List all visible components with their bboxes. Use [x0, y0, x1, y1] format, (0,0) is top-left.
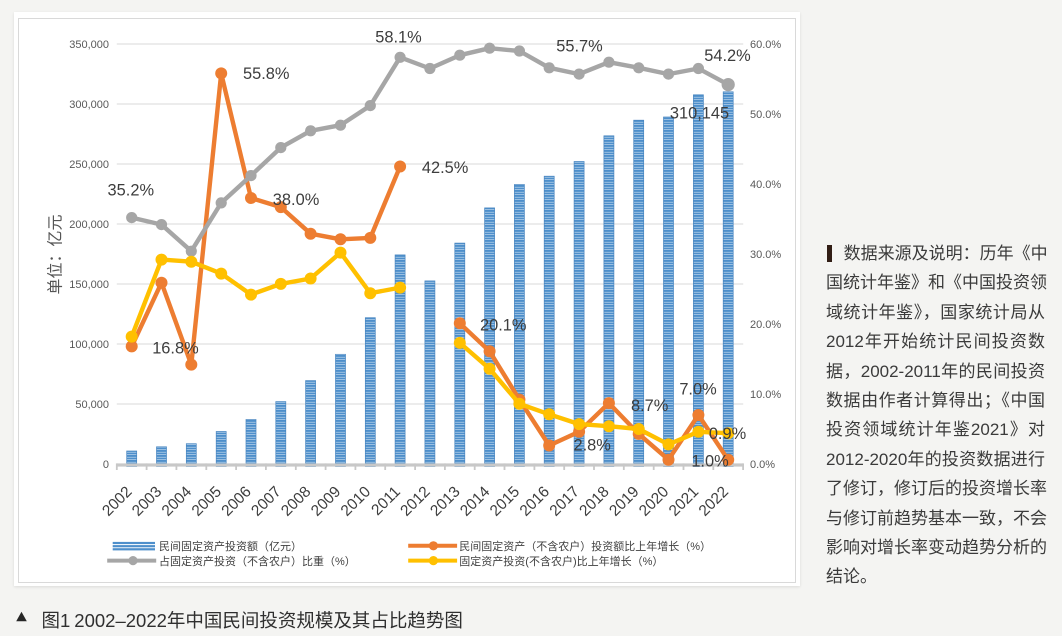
svg-text:占固定资产投资（不含农户）比重（%）: 占固定资产投资（不含农户）比重（%）	[159, 554, 356, 568]
svg-text:50.0%: 50.0%	[750, 109, 781, 121]
svg-text:单位：亿元: 单位：亿元	[47, 214, 65, 294]
svg-text:2011: 2011	[368, 483, 404, 519]
svg-text:2015: 2015	[487, 483, 523, 519]
svg-text:20.0%: 20.0%	[750, 319, 781, 331]
svg-text:60.0%: 60.0%	[750, 39, 781, 51]
svg-text:2020: 2020	[636, 483, 673, 520]
svg-text:2003: 2003	[129, 483, 165, 519]
svg-text:固定资产投资(不含农户)比上年增长（%）: 固定资产投资(不含农户)比上年增长（%）	[459, 554, 663, 568]
svg-text:民间固定资产投资额（亿元）: 民间固定资产投资额（亿元）	[159, 539, 302, 553]
svg-text:16.8%: 16.8%	[152, 339, 198, 357]
svg-text:42.5%: 42.5%	[422, 159, 468, 177]
svg-text:2013: 2013	[427, 483, 463, 519]
svg-text:2014: 2014	[457, 483, 494, 520]
svg-text:30.0%: 30.0%	[750, 249, 781, 261]
svg-text:20.1%: 20.1%	[480, 317, 526, 335]
svg-text:100,000: 100,000	[69, 339, 109, 351]
svg-text:7.0%: 7.0%	[679, 381, 716, 399]
svg-text:2009: 2009	[308, 483, 344, 519]
svg-text:0.0%: 0.0%	[750, 459, 775, 471]
svg-text:2008: 2008	[278, 483, 314, 519]
svg-text:55.8%: 55.8%	[243, 65, 289, 83]
svg-text:0.9%: 0.9%	[709, 425, 746, 443]
svg-text:40.0%: 40.0%	[750, 179, 781, 191]
svg-text:民间固定资产（不含农户）投资额比上年增长（%）: 民间固定资产（不含农户）投资额比上年增长（%）	[459, 539, 711, 553]
svg-text:2016: 2016	[517, 483, 553, 519]
svg-text:8.7%: 8.7%	[631, 397, 668, 415]
svg-text:2004: 2004	[159, 483, 196, 520]
svg-text:2021: 2021	[666, 483, 702, 519]
svg-text:250,000: 250,000	[69, 159, 109, 171]
svg-text:0: 0	[103, 459, 109, 471]
svg-text:38.0%: 38.0%	[273, 191, 319, 209]
svg-text:2022: 2022	[696, 483, 732, 519]
svg-text:2019: 2019	[606, 483, 642, 519]
svg-text:2012: 2012	[397, 483, 433, 519]
svg-text:2010: 2010	[338, 483, 375, 520]
svg-text:2017: 2017	[547, 483, 583, 519]
svg-text:10.0%: 10.0%	[750, 389, 781, 401]
svg-text:2006: 2006	[218, 483, 254, 519]
svg-text:2002: 2002	[99, 483, 135, 519]
svg-text:2005: 2005	[189, 483, 225, 519]
svg-text:1.0%: 1.0%	[691, 452, 728, 470]
svg-text:55.7%: 55.7%	[556, 38, 602, 56]
svg-text:350,000: 350,000	[69, 39, 109, 51]
svg-text:150,000: 150,000	[69, 279, 109, 291]
svg-text:50,000: 50,000	[75, 399, 109, 411]
svg-text:2.8%: 2.8%	[574, 437, 611, 455]
svg-text:35.2%: 35.2%	[108, 182, 154, 200]
svg-text:58.1%: 58.1%	[375, 29, 421, 47]
svg-text:300,000: 300,000	[69, 99, 109, 111]
svg-text:2007: 2007	[248, 483, 284, 519]
svg-text:310,145: 310,145	[670, 105, 729, 123]
svg-text:200,000: 200,000	[69, 219, 109, 231]
svg-text:54.2%: 54.2%	[704, 47, 750, 65]
svg-text:2018: 2018	[576, 483, 612, 519]
